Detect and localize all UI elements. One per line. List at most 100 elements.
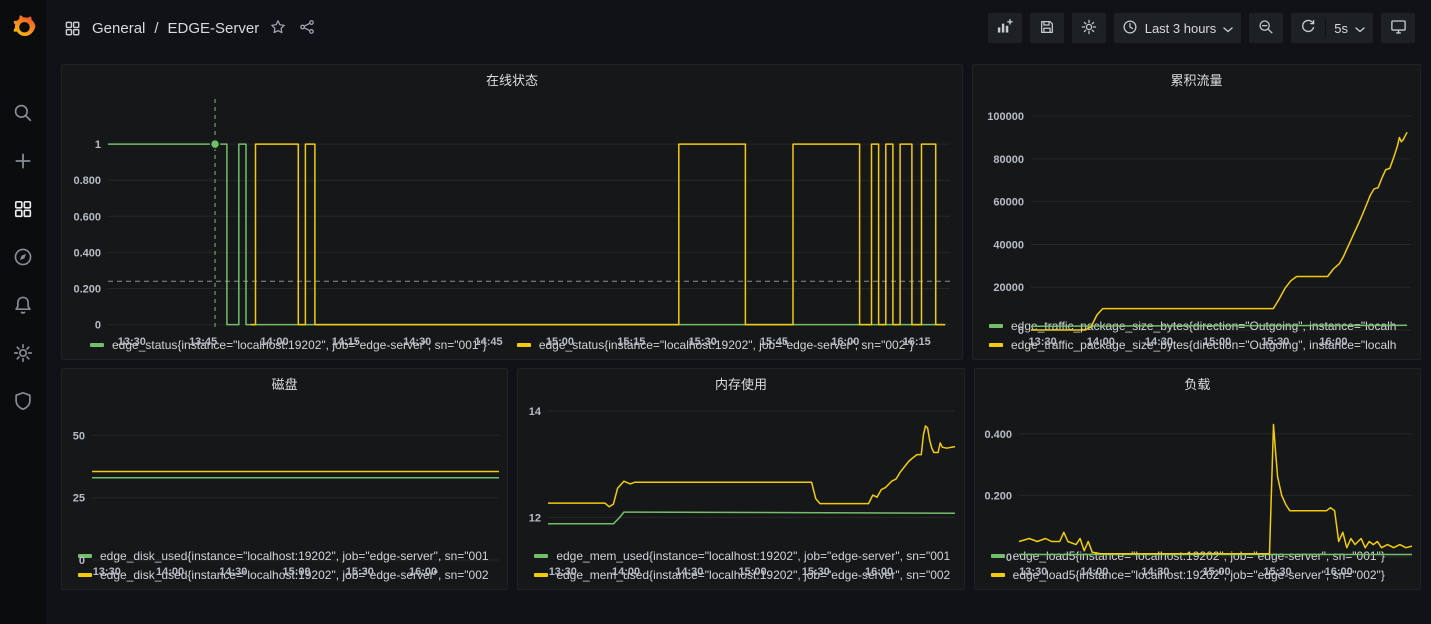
share-dashboard-button[interactable] — [297, 17, 317, 40]
chart-canvas[interactable]: 121413:3014:0014:3015:0015:3016:00 — [518, 397, 963, 580]
svg-text:15:30: 15:30 — [802, 566, 830, 578]
app-root: General / EDGE-Server — [0, 0, 1431, 624]
svg-text:15:00: 15:00 — [739, 566, 767, 578]
chart-traffic[interactable]: 02000040000600008000010000013:3014:0014:… — [973, 93, 1420, 317]
svg-text:15:00: 15:00 — [282, 566, 310, 578]
cycle-view-button[interactable] — [1381, 13, 1415, 43]
svg-text:13:30: 13:30 — [1029, 336, 1057, 348]
refresh-button[interactable] — [1291, 13, 1325, 43]
chart-canvas[interactable]: 00.2000.40013:3014:0014:3015:0015:3016:0… — [975, 397, 1420, 580]
svg-text:15:00: 15:00 — [1202, 566, 1230, 578]
chevron-down-icon — [1223, 21, 1233, 36]
svg-text:1: 1 — [95, 139, 101, 151]
svg-text:13:45: 13:45 — [189, 336, 217, 348]
panel-memory: 内存使用 121413:3014:0014:3015:0015:3016:00 … — [517, 368, 964, 590]
sidebar-item-search[interactable] — [0, 89, 46, 137]
svg-text:14:00: 14:00 — [1080, 566, 1108, 578]
sidebar-item-alerting[interactable] — [0, 281, 46, 329]
svg-text:16:15: 16:15 — [903, 336, 931, 348]
svg-text:14:00: 14:00 — [612, 566, 640, 578]
dashboard-settings-button[interactable] — [1072, 13, 1106, 43]
svg-text:14:00: 14:00 — [156, 566, 184, 578]
share-icon — [299, 19, 315, 38]
svg-text:14:00: 14:00 — [1087, 336, 1115, 348]
chart-canvas[interactable]: 00.2000.4000.6000.800113:3013:4514:0014:… — [62, 93, 962, 350]
svg-text:0: 0 — [79, 555, 85, 567]
chart-load[interactable]: 00.2000.40013:3014:0014:3015:0015:3016:0… — [975, 397, 1420, 547]
chart-online-status[interactable]: 00.2000.4000.6000.800113:3013:4514:0014:… — [62, 93, 962, 336]
refresh-interval-picker[interactable]: 5s — [1326, 13, 1373, 43]
svg-text:80000: 80000 — [993, 154, 1024, 166]
sidebar-item-configuration[interactable] — [0, 329, 46, 377]
chart-disk[interactable]: 0255013:3014:0014:3015:0015:3016:00 — [62, 397, 507, 547]
sidebar-item-explore[interactable] — [0, 233, 46, 281]
star-dashboard-button[interactable] — [268, 17, 288, 40]
chart-canvas[interactable]: 02000040000600008000010000013:3014:0014:… — [973, 93, 1420, 350]
breadcrumb-separator: / — [154, 20, 158, 37]
panel-title-online-status[interactable]: 在线状态 — [62, 65, 962, 93]
svg-text:15:30: 15:30 — [346, 566, 374, 578]
chart-canvas[interactable]: 0255013:3014:0014:3015:0015:3016:00 — [62, 397, 507, 580]
grafana-logo[interactable] — [6, 9, 40, 43]
dashboard-toolbar: Last 3 hours — [988, 13, 1415, 43]
save-dashboard-button[interactable] — [1030, 13, 1064, 43]
panel-disk: 磁盘 0255013:3014:0014:3015:0015:3016:00 e… — [61, 368, 508, 590]
breadcrumb-folder[interactable]: General — [92, 20, 145, 37]
breadcrumb-dashboard[interactable]: EDGE-Server — [168, 20, 260, 37]
svg-text:15:30: 15:30 — [1263, 566, 1291, 578]
bell-icon — [13, 295, 33, 315]
svg-text:100000: 100000 — [987, 111, 1024, 123]
panel-load: 负载 00.2000.40013:3014:0014:3015:0015:301… — [974, 368, 1421, 590]
zoom-out-icon — [1258, 19, 1274, 38]
monitor-icon — [1390, 18, 1407, 38]
plus-icon — [13, 151, 33, 171]
svg-text:14:45: 14:45 — [474, 336, 502, 348]
svg-text:0.800: 0.800 — [73, 175, 101, 187]
svg-text:0.200: 0.200 — [984, 490, 1012, 502]
svg-text:15:00: 15:00 — [546, 336, 574, 348]
svg-text:20000: 20000 — [993, 282, 1024, 294]
svg-text:50: 50 — [73, 430, 85, 442]
svg-text:16:00: 16:00 — [865, 566, 893, 578]
time-range-picker[interactable]: Last 3 hours — [1114, 13, 1242, 43]
chart-memory[interactable]: 121413:3014:0014:3015:0015:3016:00 — [518, 397, 963, 547]
panel-online-status: 在线状态 00.2000.4000.6000.800113:3013:4514:… — [61, 64, 963, 360]
svg-text:14:30: 14:30 — [676, 566, 704, 578]
gear-icon — [1081, 19, 1097, 38]
panel-title-memory[interactable]: 内存使用 — [518, 369, 963, 397]
refresh-controls: 5s — [1291, 13, 1373, 43]
svg-text:15:15: 15:15 — [617, 336, 645, 348]
svg-text:15:30: 15:30 — [689, 336, 717, 348]
svg-text:13:30: 13:30 — [118, 336, 146, 348]
dashboards-icon — [13, 199, 33, 219]
svg-text:15:00: 15:00 — [1203, 336, 1231, 348]
time-range-label: Last 3 hours — [1145, 21, 1217, 36]
panel-title-load[interactable]: 负载 — [975, 369, 1420, 397]
svg-text:25: 25 — [73, 493, 85, 505]
sidebar-item-admin[interactable] — [0, 377, 46, 425]
sidebar-item-create[interactable] — [0, 137, 46, 185]
svg-text:13:30: 13:30 — [1019, 566, 1047, 578]
add-panel-icon — [996, 18, 1013, 38]
search-icon — [13, 103, 33, 123]
svg-text:14:30: 14:30 — [1145, 336, 1173, 348]
svg-text:14:30: 14:30 — [403, 336, 431, 348]
dashboard-grid: 在线状态 00.2000.4000.6000.800113:3013:4514:… — [46, 56, 1431, 624]
compass-icon — [13, 247, 33, 267]
svg-text:60000: 60000 — [993, 197, 1024, 209]
star-icon — [270, 19, 286, 38]
gear-icon — [13, 343, 33, 363]
svg-text:16:00: 16:00 — [1319, 336, 1347, 348]
shield-icon — [13, 391, 33, 411]
main-area: General / EDGE-Server — [46, 0, 1431, 624]
svg-text:40000: 40000 — [993, 239, 1024, 251]
zoom-out-button[interactable] — [1249, 13, 1283, 43]
svg-text:0.200: 0.200 — [73, 283, 101, 295]
sidebar-item-dashboards[interactable] — [0, 185, 46, 233]
panel-title-disk[interactable]: 磁盘 — [62, 369, 507, 397]
svg-text:0.400: 0.400 — [73, 247, 101, 259]
svg-text:13:30: 13:30 — [93, 566, 121, 578]
add-panel-button[interactable] — [988, 13, 1022, 43]
sidebar — [0, 0, 46, 624]
panel-title-traffic[interactable]: 累积流量 — [973, 65, 1420, 93]
